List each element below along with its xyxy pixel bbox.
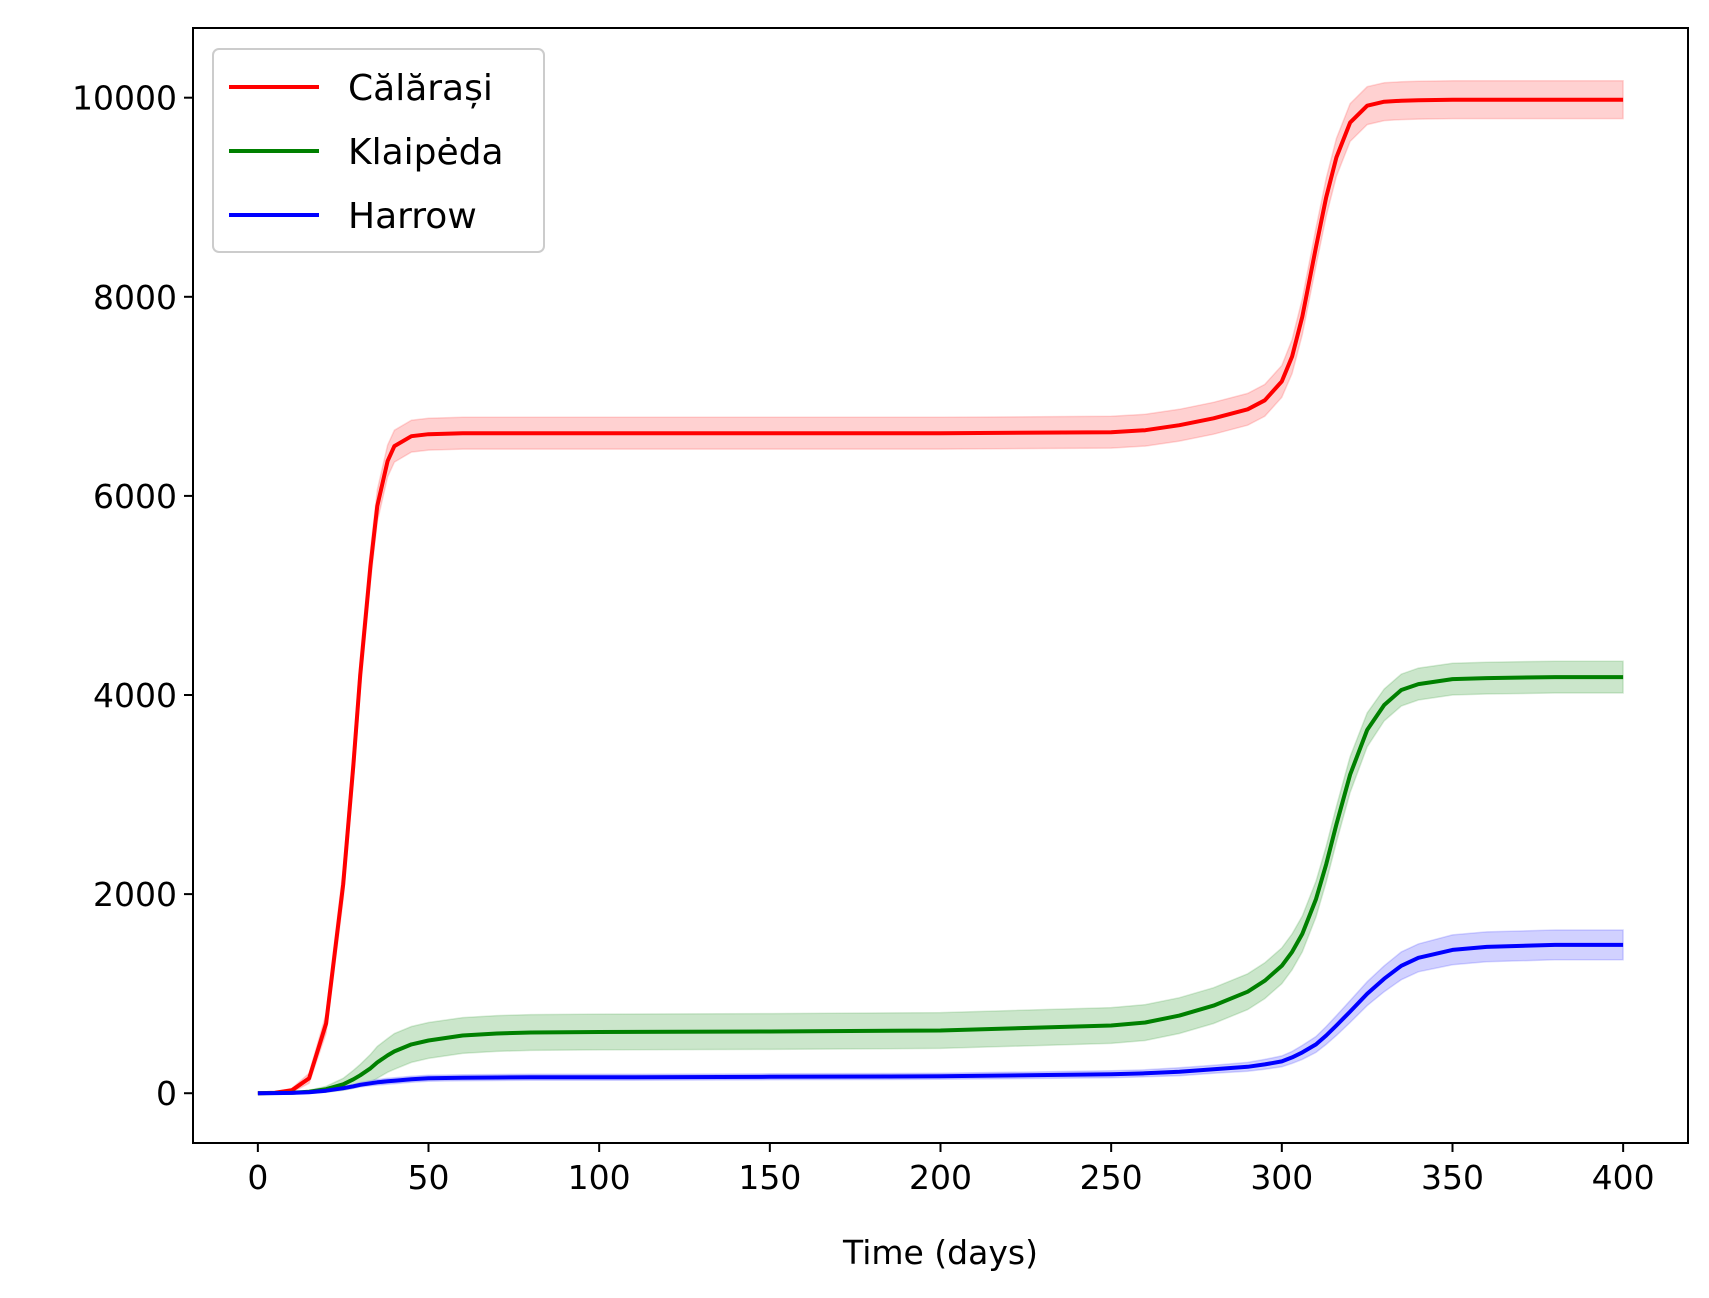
x-tick-label: 150 [738,1158,801,1197]
y-axis-ticks: 0 2000 4000 6000 8000 10000 [72,79,193,1113]
y-tick-label: 6000 [93,477,177,516]
y-tick-label: 10000 [72,79,177,118]
y-tick-label: 0 [156,1074,177,1113]
x-tick-label: 300 [1250,1158,1313,1197]
x-tick-label: 350 [1421,1158,1484,1197]
legend: Călărași Klaipėda Harrow [212,48,545,253]
legend-label-2: Harrow [348,196,477,237]
legend-label-1: Klaipėda [348,132,504,173]
line-series-2 [257,942,1624,1096]
legend-box [212,48,545,253]
line-series-1 [257,675,1624,1096]
y-tick-label: 8000 [93,278,177,317]
y-tick-label: 4000 [93,676,177,715]
x-tick-label: 0 [247,1158,268,1197]
x-tick-label: 200 [909,1158,972,1197]
x-tick-label: 100 [568,1158,631,1197]
x-tick-label: 400 [1592,1158,1655,1197]
y-tick-label: 2000 [93,875,177,914]
x-tick-label: 50 [408,1158,450,1197]
x-axis-ticks: 0 50 100 150 200 250 300 350 400 [247,1143,1655,1197]
series-lines [257,97,1624,1096]
x-tick-label: 250 [1080,1158,1143,1197]
line-series-0 [257,97,1624,1096]
legend-label-0: Călărași [348,68,493,109]
x-axis-label: Time (days) [842,1233,1038,1272]
